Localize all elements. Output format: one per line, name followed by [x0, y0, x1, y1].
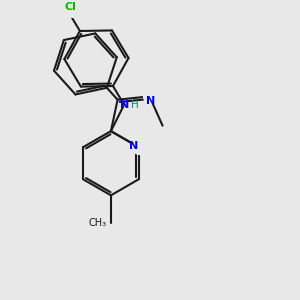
Text: N: N	[129, 141, 138, 151]
Text: N: N	[120, 100, 129, 110]
Text: Cl: Cl	[64, 2, 76, 12]
Text: N: N	[146, 95, 155, 106]
Text: H: H	[131, 100, 139, 110]
Text: CH₃: CH₃	[88, 218, 107, 228]
